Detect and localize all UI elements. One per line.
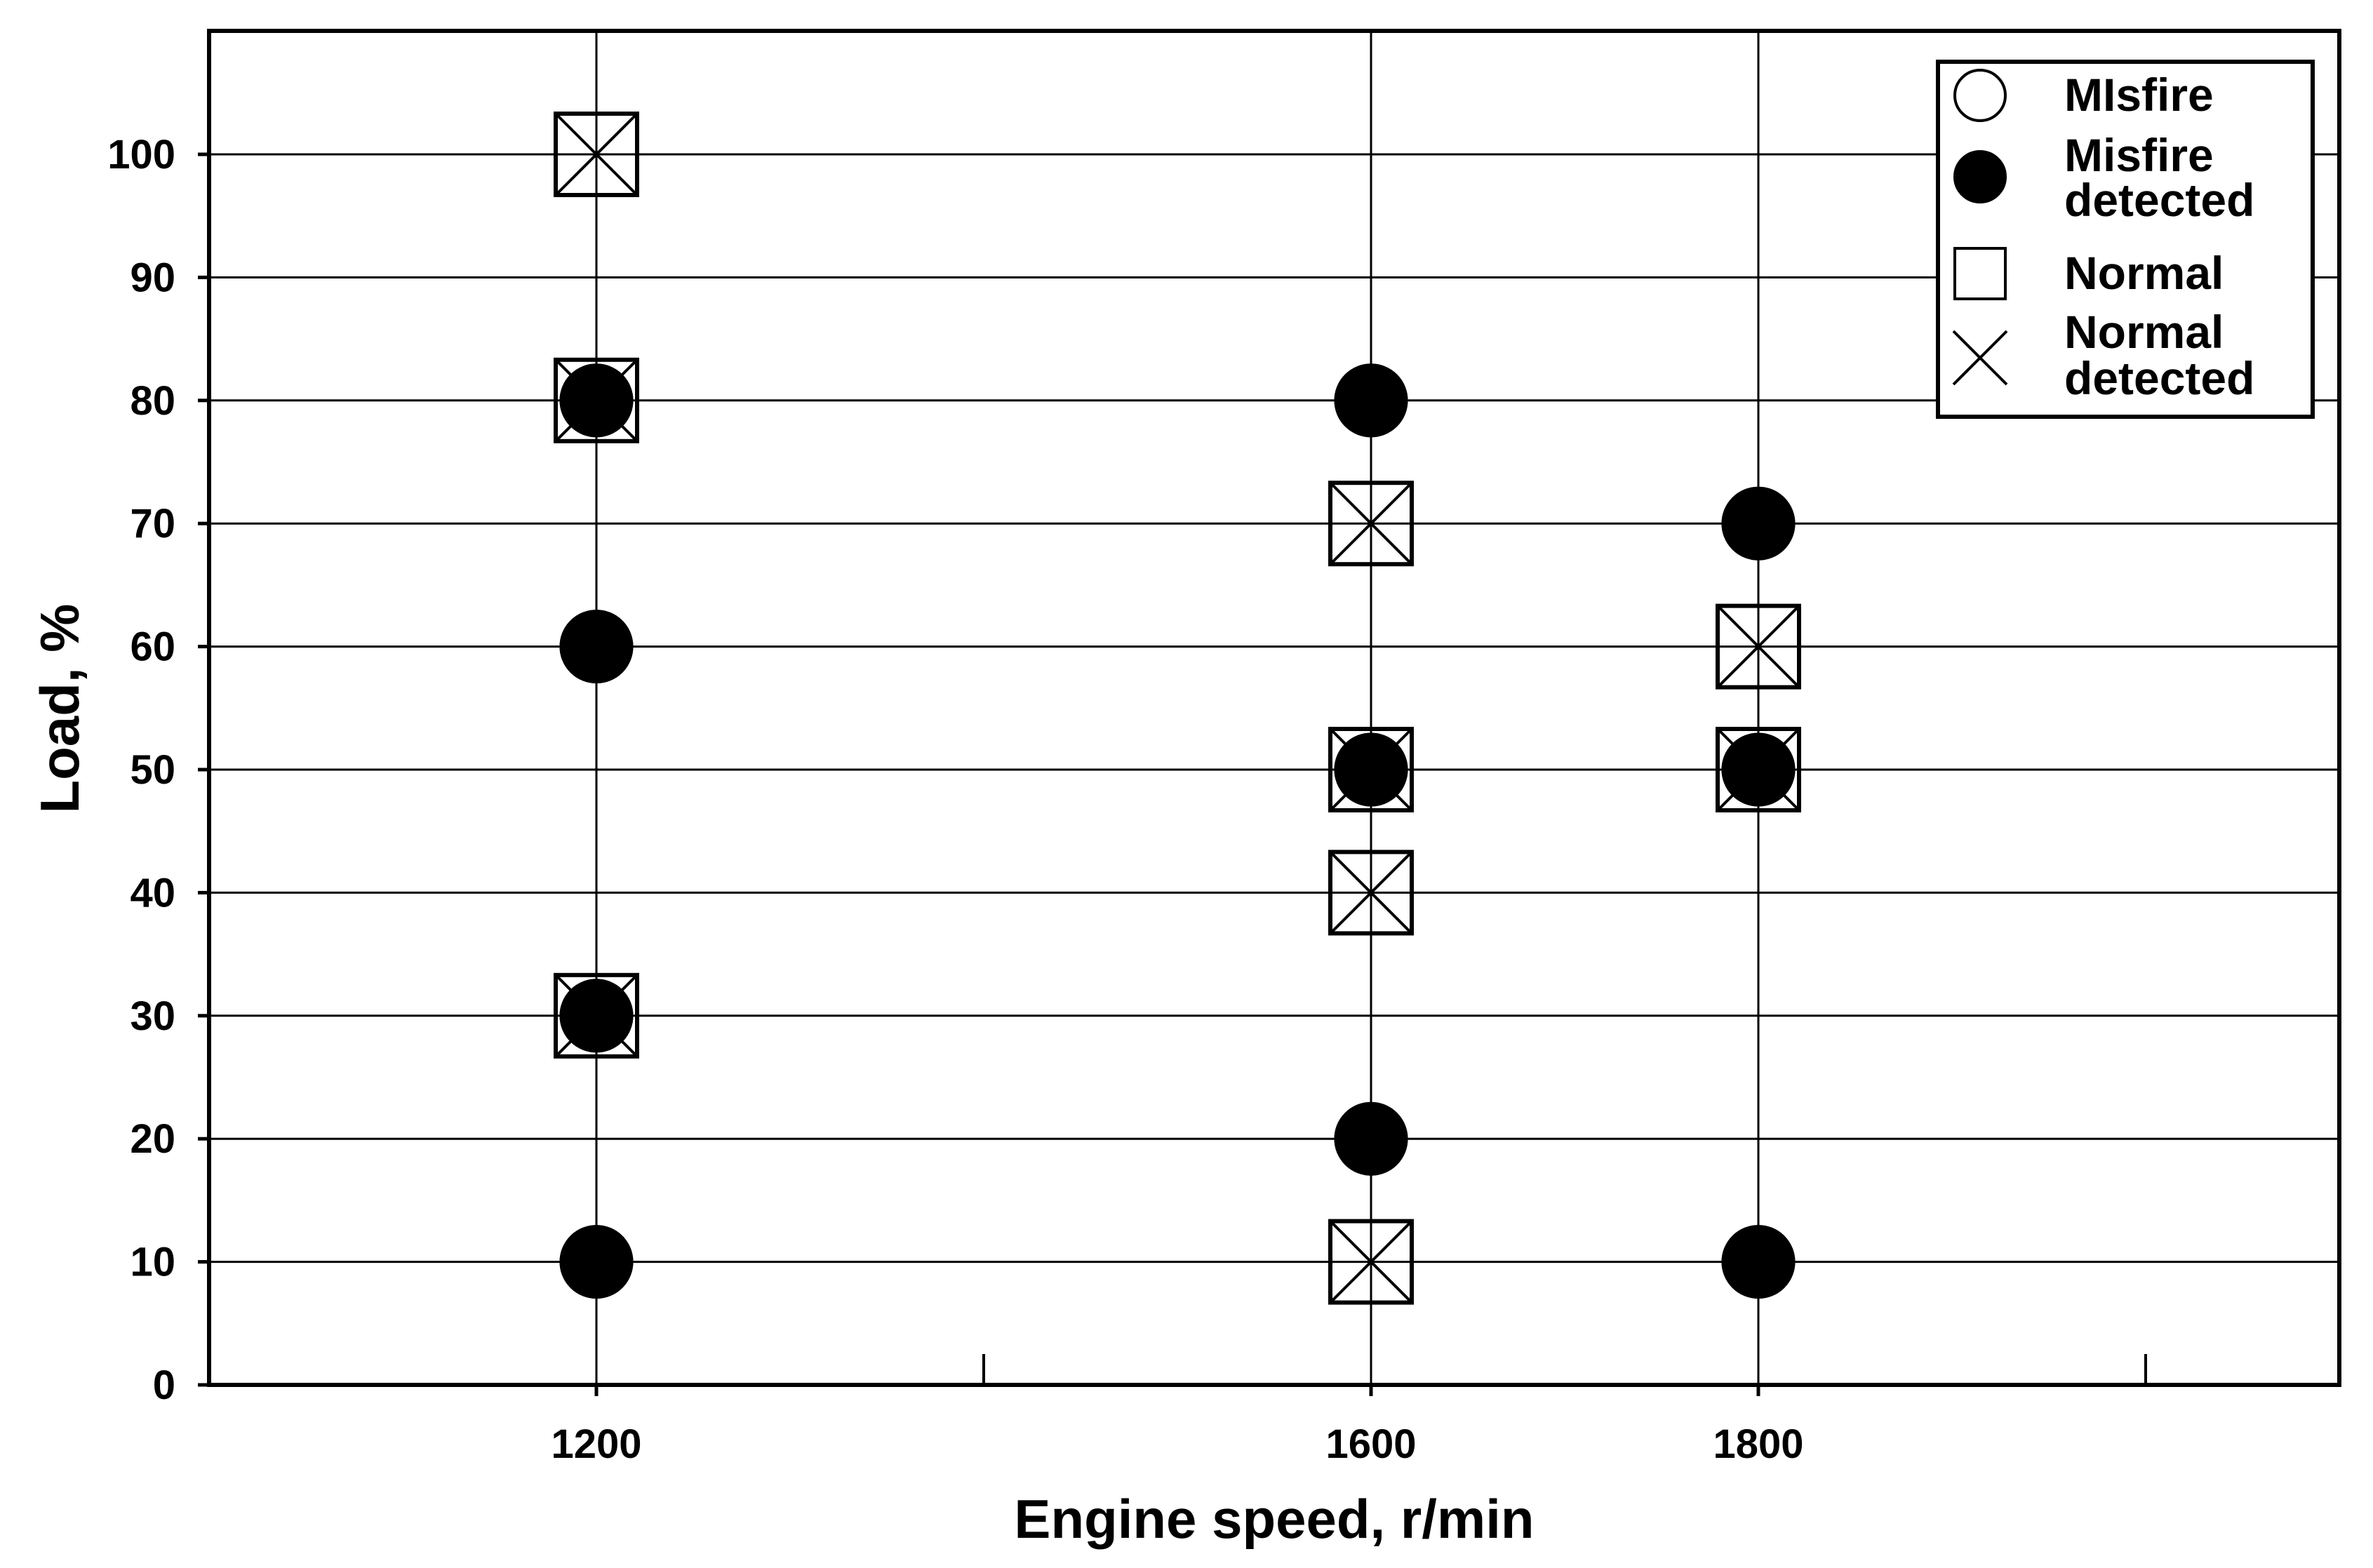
legend-entries: MIsfireMisfiredetectedNormalNormaldetect… bbox=[1952, 69, 2254, 404]
legend-label-misfire-detected: detected bbox=[2064, 174, 2254, 226]
legend-box bbox=[1936, 60, 2315, 419]
point-normal-detected bbox=[1329, 481, 1413, 565]
x-tick-label: 1600 bbox=[1325, 1421, 1416, 1467]
plot-frame bbox=[207, 29, 2341, 1387]
point-misfire-detected bbox=[559, 363, 634, 438]
point-misfire-detected bbox=[1721, 1225, 1796, 1299]
point-misfire-detected bbox=[559, 610, 634, 684]
point-misfire-detected bbox=[559, 1225, 634, 1299]
point-normal bbox=[1716, 727, 1801, 812]
point-misfire-detected bbox=[1334, 363, 1408, 438]
y-tick-label: 20 bbox=[130, 1116, 175, 1162]
y-tick-label: 0 bbox=[153, 1362, 175, 1408]
point-normal bbox=[554, 972, 639, 1059]
y-tick-label: 100 bbox=[107, 132, 175, 177]
legend-marker-normal bbox=[1953, 247, 2007, 300]
point-normal bbox=[1328, 850, 1414, 936]
legend: MIsfireMisfiredetectedNormalNormaldetect… bbox=[1936, 60, 2315, 419]
legend-label-misfire: MIsfire bbox=[2064, 69, 2214, 121]
point-normal-detected-stroke bbox=[554, 112, 639, 196]
legend-label-misfire-detected: Misfire bbox=[2064, 129, 2214, 181]
point-misfire-detected bbox=[1721, 486, 1796, 561]
y-axis-title: Load, % bbox=[29, 603, 91, 813]
point-normal bbox=[1328, 1219, 1414, 1305]
point-normal bbox=[1328, 481, 1414, 567]
y-tick-label: 60 bbox=[130, 624, 175, 670]
y-tick-label: 30 bbox=[130, 993, 175, 1039]
legend-marker-misfire-detected bbox=[1953, 150, 2007, 203]
x-tick-label: 1800 bbox=[1713, 1421, 1803, 1467]
point-misfire-detected bbox=[559, 979, 634, 1053]
point-normal-detected-stroke bbox=[1329, 1220, 1413, 1304]
point-normal-detected bbox=[1329, 1220, 1413, 1304]
x-axis-title: Engine speed, r/min bbox=[1014, 1488, 1534, 1550]
point-normal-detected bbox=[1329, 850, 1413, 934]
legend-marker-misfire bbox=[1953, 69, 2007, 122]
legend-label-normal-detected: detected bbox=[2064, 352, 2254, 404]
point-normal-detected-stroke bbox=[1716, 605, 1800, 689]
tick-layer: 0 10 20 30 40 50 60 70 80 90 100 1200 1600 1800 bbox=[107, 132, 2147, 1467]
point-normal bbox=[1716, 603, 1801, 690]
legend-label-normal: Normal bbox=[2064, 247, 2224, 299]
point-normal-detected-stroke bbox=[1329, 850, 1413, 934]
point-normal bbox=[554, 112, 639, 197]
marker-layer bbox=[554, 112, 1801, 1305]
y-tick-label: 70 bbox=[130, 501, 175, 547]
point-misfire-detected bbox=[1721, 732, 1796, 807]
y-tick-label: 10 bbox=[130, 1240, 175, 1285]
x-tick-label: 1200 bbox=[551, 1421, 641, 1467]
y-tick-label: 40 bbox=[130, 870, 175, 916]
legend-marker-stroke bbox=[1952, 330, 2008, 386]
y-tick-label: 90 bbox=[130, 255, 175, 300]
point-normal-detected-stroke bbox=[1329, 481, 1413, 565]
point-misfire-detected bbox=[1334, 1101, 1408, 1176]
legend-marker-normal-detected bbox=[1952, 330, 2008, 386]
point-normal-detected bbox=[554, 112, 639, 196]
legend-label-normal-detected: Normal bbox=[2064, 306, 2224, 358]
point-normal bbox=[554, 357, 639, 443]
point-normal bbox=[1328, 727, 1414, 812]
point-misfire-detected bbox=[1334, 732, 1408, 807]
y-tick-label: 50 bbox=[130, 747, 175, 793]
point-normal-detected bbox=[1716, 605, 1800, 689]
y-tick-label: 80 bbox=[130, 378, 175, 424]
